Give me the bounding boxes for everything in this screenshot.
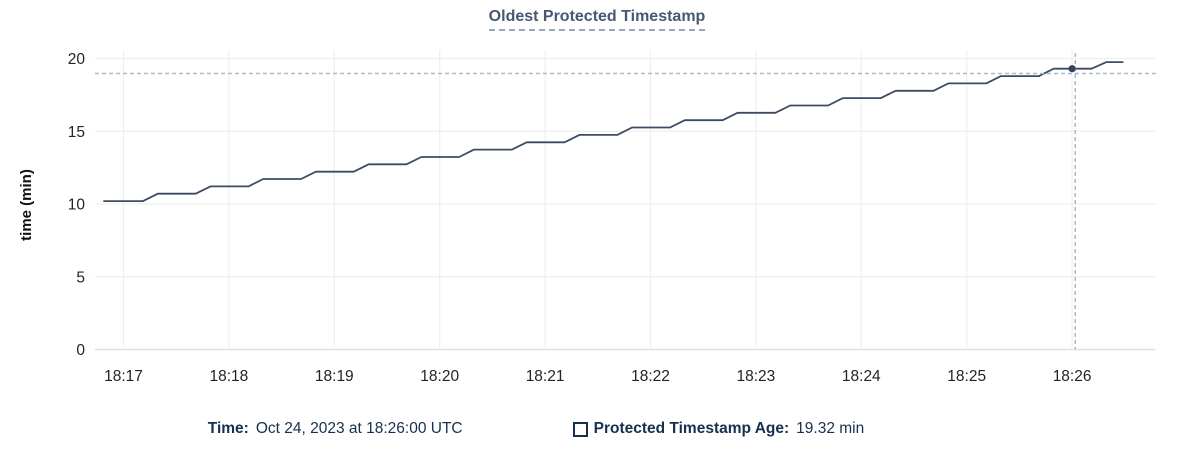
y-tick-label: 15 — [68, 124, 85, 141]
chart-title-row: Oldest Protected Timestamp — [0, 8, 1194, 31]
time-label: Time: — [207, 420, 249, 437]
y-tick-labels: 0 5 10 15 20 — [68, 51, 86, 359]
series-swatch-icon — [572, 421, 588, 437]
series-label: Protected Timestamp Age: — [593, 420, 790, 437]
chart-canvas[interactable]: 18:17 18:18 18:19 18:20 18:21 18:22 18:23 18:24… — [0, 0, 1194, 402]
x-gridlines — [122, 50, 1073, 350]
x-tick-label: 18:25 — [947, 368, 986, 385]
x-tick-label: 18:17 — [104, 368, 143, 385]
x-tick-label: 18:19 — [315, 368, 354, 385]
legend-item-protected-timestamp-age: Protected Timestamp Age: 19.32 min — [572, 420, 865, 438]
y-axis-title: time (min) — [18, 169, 35, 241]
series-line — [103, 61, 1124, 202]
x-tick-label: 18:21 — [526, 368, 565, 385]
y-gridlines — [95, 57, 1155, 351]
chart-title[interactable]: Oldest Protected Timestamp — [488, 8, 706, 31]
time-value: Oct 24, 2023 at 18:26:00 UTC — [255, 420, 463, 437]
x-tick-label: 18:23 — [737, 368, 776, 385]
y-tick-label: 5 — [76, 269, 85, 286]
y-tick-label: 20 — [68, 51, 86, 68]
hover-point — [1068, 65, 1076, 73]
x-tick-label: 18:18 — [210, 368, 249, 385]
x-tick-labels: 18:17 18:18 18:19 18:20 18:21 18:22 18:23 18:24… — [104, 368, 1091, 385]
series-value: 19.32 min — [796, 420, 865, 437]
x-tick-label: 18:22 — [631, 368, 670, 385]
hover-legend: Time: Oct 24, 2023 at 18:26:00 UTC Prote… — [0, 420, 1133, 438]
y-tick-label: 10 — [68, 197, 86, 214]
y-tick-label: 0 — [76, 342, 85, 359]
x-tick-label: 18:20 — [420, 368, 459, 385]
x-tick-label: 18:24 — [842, 368, 881, 385]
x-tick-label: 18:26 — [1053, 368, 1092, 385]
